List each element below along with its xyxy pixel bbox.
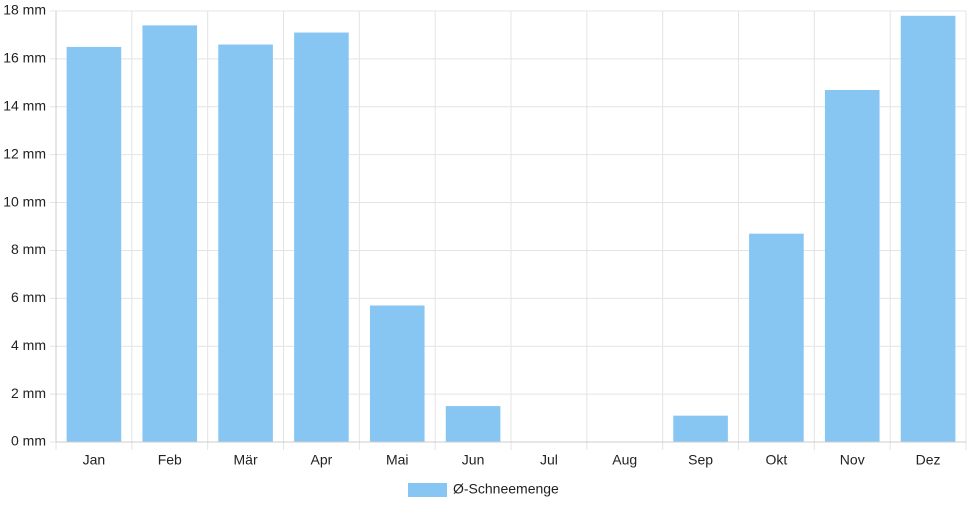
x-tick-label: Jun — [462, 452, 485, 468]
bar — [445, 406, 501, 442]
x-tick-label: Okt — [766, 452, 788, 468]
bar — [369, 305, 425, 442]
x-tick-label: Nov — [840, 452, 865, 468]
bar — [66, 46, 122, 443]
y-tick-label: 4 mm — [11, 337, 46, 353]
legend-label: Ø-Schneemenge — [453, 481, 559, 497]
y-tick-label: 12 mm — [3, 145, 46, 161]
bar — [749, 233, 804, 442]
y-tick-label: 18 mm — [3, 2, 46, 18]
y-tick-label: 8 mm — [11, 241, 46, 257]
y-tick-label: 0 mm — [11, 433, 46, 449]
x-tick-label: Jul — [540, 452, 558, 468]
x-tick-label: Mai — [386, 452, 409, 468]
y-tick-label: 16 mm — [3, 50, 46, 66]
x-tick-label: Aug — [612, 452, 637, 468]
x-tick-label: Sep — [688, 452, 713, 468]
y-tick-label: 10 mm — [3, 193, 46, 209]
x-tick-label: Apr — [311, 452, 333, 468]
x-tick-label: Jan — [83, 452, 106, 468]
bar — [294, 32, 349, 443]
y-tick-label: 14 mm — [3, 97, 46, 113]
y-tick-label: 6 mm — [11, 289, 46, 305]
bar — [900, 15, 956, 443]
bar — [673, 415, 728, 442]
bar — [824, 90, 880, 443]
x-tick-label: Mär — [234, 452, 258, 468]
bar — [142, 25, 198, 442]
legend-swatch — [408, 483, 447, 497]
bar — [218, 44, 273, 443]
y-tick-label: 2 mm — [11, 385, 46, 401]
x-tick-label: Feb — [158, 452, 182, 468]
x-tick-label: Dez — [916, 452, 941, 468]
